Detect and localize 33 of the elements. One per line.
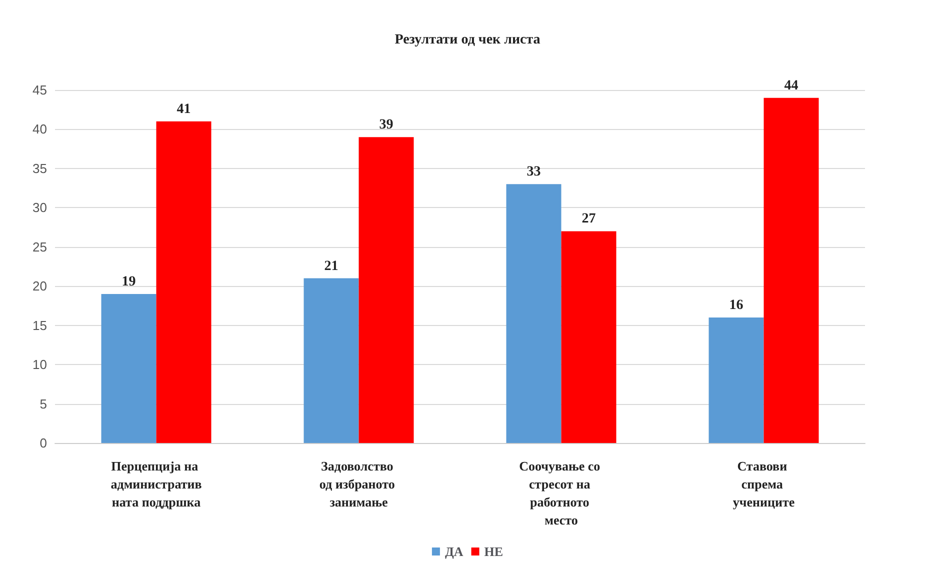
data-label: 41 bbox=[176, 102, 191, 117]
x-tick-label: Соочување со стресот на работното место bbox=[519, 458, 604, 528]
y-tick-label: 0 bbox=[40, 436, 47, 450]
data-label: 16 bbox=[729, 298, 744, 313]
data-label: 19 bbox=[122, 274, 136, 290]
x-tick-label: Перцепција на административната поддршка bbox=[110, 458, 202, 510]
bar bbox=[304, 278, 359, 443]
data-label: 44 bbox=[784, 78, 798, 94]
data-label: 39 bbox=[379, 118, 394, 133]
x-tick-label: Задоволство од избраното занимање bbox=[319, 458, 398, 510]
y-tick-label: 35 bbox=[32, 160, 47, 176]
y-tick-label: 5 bbox=[40, 396, 47, 412]
bar bbox=[101, 294, 156, 443]
data-label: 27 bbox=[582, 212, 596, 227]
x-tick-label: Ставови спрема учениците bbox=[732, 458, 795, 510]
y-tick-label: 20 bbox=[32, 278, 47, 294]
bar bbox=[156, 121, 212, 443]
y-tick-label: 15 bbox=[32, 318, 47, 333]
y-tick-label: 40 bbox=[32, 122, 47, 137]
bar bbox=[506, 184, 562, 443]
data-label: 33 bbox=[526, 164, 541, 180]
bar bbox=[358, 137, 414, 443]
legend-label: НЕ bbox=[484, 544, 504, 559]
data-label: 21 bbox=[324, 258, 338, 274]
y-tick-label: 30 bbox=[32, 200, 47, 216]
bar bbox=[764, 98, 819, 443]
chart-title: Резултати од чек листа bbox=[394, 32, 540, 48]
y-tick-label: 10 bbox=[32, 357, 47, 372]
bar bbox=[708, 317, 764, 443]
y-tick-label: 45 bbox=[32, 82, 47, 98]
legend-label: ДА bbox=[444, 544, 464, 559]
bar bbox=[561, 231, 616, 443]
y-tick-label: 25 bbox=[32, 239, 47, 254]
